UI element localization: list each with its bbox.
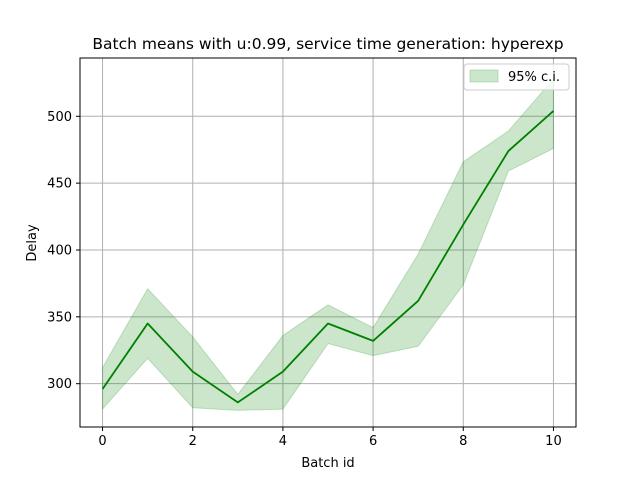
confidence-band	[102, 77, 554, 411]
confidence-band-area	[102, 77, 554, 411]
legend-label: 95% c.i.	[508, 70, 560, 85]
x-tick-label: 2	[189, 434, 197, 449]
legend: 95% c.i.	[463, 63, 570, 91]
series-line	[101, 110, 555, 404]
legend-swatch	[469, 69, 499, 83]
y-axis-label: Delay	[25, 224, 40, 262]
series-lines	[101, 110, 555, 404]
y-tick-label: 500	[47, 110, 72, 125]
x-tick-label: 4	[279, 434, 287, 449]
y-tick-label: 450	[47, 177, 72, 192]
x-axis-label: Batch id	[301, 456, 354, 471]
plot-frame	[79, 57, 577, 428]
y-tick-label: 350	[47, 310, 72, 325]
y-axis-ticks: 300 350 400 450 500	[47, 110, 80, 392]
y-tick-label: 400	[47, 243, 72, 258]
y-tick-label: 300	[47, 377, 72, 392]
chart-title: Batch means with u:0.99, service time ge…	[92, 35, 563, 53]
legend-frame	[463, 63, 570, 91]
x-tick-label: 8	[459, 434, 467, 449]
x-tick-label: 10	[545, 434, 562, 449]
grid	[80, 58, 576, 427]
x-tick-label: 6	[369, 434, 377, 449]
x-tick-label: 0	[98, 434, 106, 449]
x-axis-ticks: 0 2 4 6 8 10	[98, 427, 562, 449]
